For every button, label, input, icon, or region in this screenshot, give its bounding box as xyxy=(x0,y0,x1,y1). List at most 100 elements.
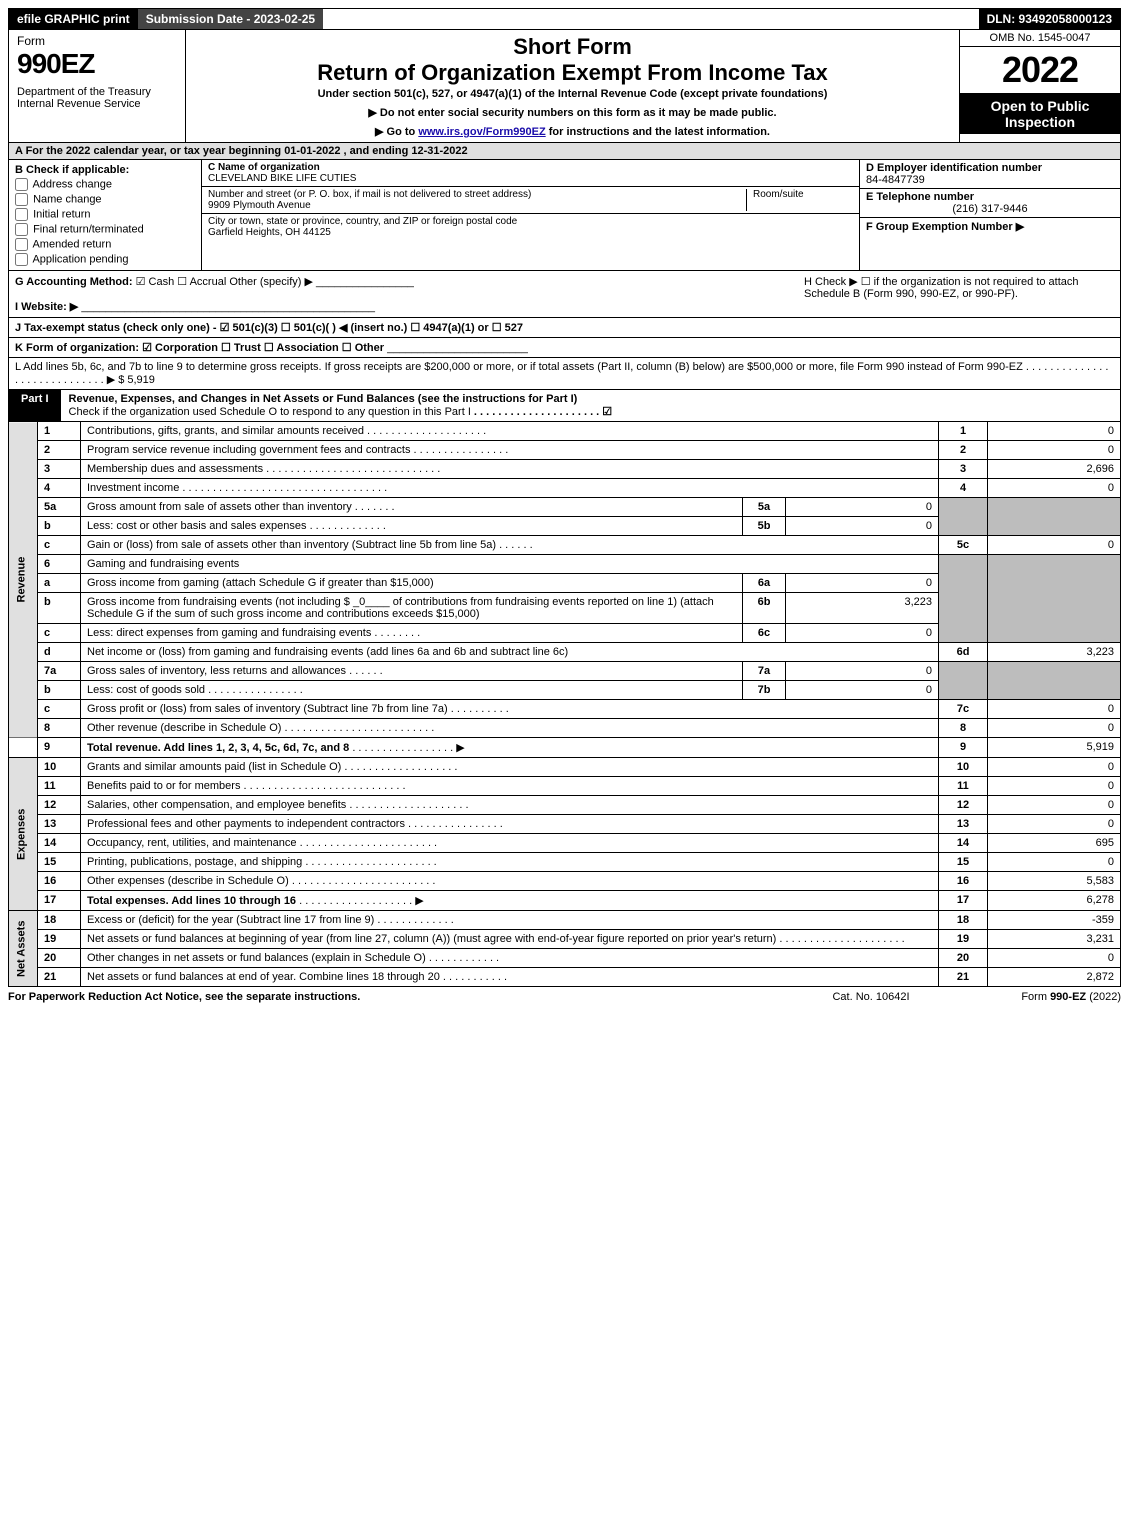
l5c-text: Gain or (loss) from sale of assets other… xyxy=(81,536,939,555)
l20-text: Other changes in net assets or fund bala… xyxy=(81,949,939,968)
l21-val: 2,872 xyxy=(988,968,1121,987)
l20-num: 20 xyxy=(38,949,81,968)
l13-text: Professional fees and other payments to … xyxy=(81,815,939,834)
org-city: Garfield Heights, OH 44125 xyxy=(208,227,853,238)
b-opt-address-change[interactable]: Address change xyxy=(15,178,195,191)
l12-col: 12 xyxy=(939,796,988,815)
b-opt-name-change[interactable]: Name change xyxy=(15,193,195,206)
row-j: J Tax-exempt status (check only one) - ☑… xyxy=(8,318,1121,338)
l6c-text: Less: direct expenses from gaming and fu… xyxy=(81,624,743,643)
l12-text: Salaries, other compensation, and employ… xyxy=(81,796,939,815)
j-text: J Tax-exempt status (check only one) - ☑… xyxy=(15,322,523,334)
l5ab-shade1 xyxy=(939,498,988,536)
l17-val: 6,278 xyxy=(988,891,1121,911)
c-city-row: City or town, state or province, country… xyxy=(202,214,859,240)
footer-right: Form 990-EZ (2022) xyxy=(961,991,1121,1003)
part1-header: Part I Revenue, Expenses, and Changes in… xyxy=(8,390,1121,422)
l5a-il: 5a xyxy=(743,498,786,517)
l18-col: 18 xyxy=(939,911,988,930)
l6d-val: 3,223 xyxy=(988,643,1121,662)
omb-number: OMB No. 1545-0047 xyxy=(960,30,1120,47)
c-name-row: C Name of organization CLEVELAND BIKE LI… xyxy=(202,160,859,187)
form-header: Form 990EZ Department of the Treasury In… xyxy=(8,30,1121,143)
l9-num: 9 xyxy=(38,738,81,758)
part1-title: Revenue, Expenses, and Changes in Net As… xyxy=(61,390,1120,421)
l13-num: 13 xyxy=(38,815,81,834)
part1-label: Part I xyxy=(9,390,61,421)
form-word: Form xyxy=(17,34,177,48)
sidelabel-revenue: Revenue xyxy=(9,422,38,738)
l5a-iv: 0 xyxy=(786,498,939,517)
l8-num: 8 xyxy=(38,719,81,738)
l11-text: Benefits paid to or for members . . . . … xyxy=(81,777,939,796)
submission-date: Submission Date - 2023-02-25 xyxy=(138,9,323,29)
g-accrual[interactable]: ☐ Accrual xyxy=(177,276,226,288)
l21-num: 21 xyxy=(38,968,81,987)
e-value: (216) 317-9446 xyxy=(866,203,1114,215)
dln: DLN: 93492058000123 xyxy=(979,9,1120,29)
irs-link[interactable]: www.irs.gov/Form990EZ xyxy=(418,126,545,138)
l7b-il: 7b xyxy=(743,681,786,700)
l6-num: 6 xyxy=(38,555,81,574)
l17-col: 17 xyxy=(939,891,988,911)
l6-shade2 xyxy=(988,555,1121,643)
b-opt-application-pending[interactable]: Application pending xyxy=(15,253,195,266)
l5c-val: 0 xyxy=(988,536,1121,555)
l7b-text: Less: cost of goods sold . . . . . . . .… xyxy=(81,681,743,700)
l18-num: 18 xyxy=(38,911,81,930)
row-a-tax-year: A For the 2022 calendar year, or tax yea… xyxy=(8,143,1121,160)
g-other[interactable]: Other (specify) ▶ ________________ xyxy=(229,276,414,288)
b-opt-amended-return[interactable]: Amended return xyxy=(15,238,195,251)
l6a-il: 6a xyxy=(743,574,786,593)
l6b-iv: 3,223 xyxy=(786,593,939,624)
header-center: Short Form Return of Organization Exempt… xyxy=(186,30,959,142)
l16-text: Other expenses (describe in Schedule O) … xyxy=(81,872,939,891)
ssn-warning: ▶ Do not enter social security numbers o… xyxy=(194,106,951,119)
l17-num: 17 xyxy=(38,891,81,911)
l15-col: 15 xyxy=(939,853,988,872)
org-street: 9909 Plymouth Avenue xyxy=(208,200,746,211)
block-b-thru-f: B Check if applicable: Address change Na… xyxy=(8,160,1121,271)
l6b-num: b xyxy=(38,593,81,624)
footer-right-pre: Form xyxy=(1021,991,1050,1003)
page-footer: For Paperwork Reduction Act Notice, see … xyxy=(8,987,1121,1003)
l5b-num: b xyxy=(38,517,81,536)
b-opt-4-text: Amended return xyxy=(32,238,111,250)
row-l: L Add lines 5b, 6c, and 7b to line 9 to … xyxy=(8,358,1121,390)
b-opt-initial-return[interactable]: Initial return xyxy=(15,208,195,221)
l12-num: 12 xyxy=(38,796,81,815)
l5b-iv: 0 xyxy=(786,517,939,536)
g-cash[interactable]: ☑ Cash xyxy=(136,276,175,288)
b-opt-final-return[interactable]: Final return/terminated xyxy=(15,223,195,236)
l15-num: 15 xyxy=(38,853,81,872)
l19-text: Net assets or fund balances at beginning… xyxy=(81,930,939,949)
c-addr-row: Number and street (or P. O. box, if mail… xyxy=(202,187,859,214)
l7a-num: 7a xyxy=(38,662,81,681)
l10-val: 0 xyxy=(988,758,1121,777)
l8-col: 8 xyxy=(939,719,988,738)
l13-val: 0 xyxy=(988,815,1121,834)
footer-left: For Paperwork Reduction Act Notice, see … xyxy=(8,991,781,1003)
l6-text: Gaming and fundraising events xyxy=(81,555,939,574)
l19-col: 19 xyxy=(939,930,988,949)
goto-post: for instructions and the latest informat… xyxy=(546,126,770,138)
part1-checked[interactable]: ☑ xyxy=(602,406,612,418)
l19-val: 3,231 xyxy=(988,930,1121,949)
l2-num: 2 xyxy=(38,441,81,460)
l7ab-shade2 xyxy=(988,662,1121,700)
l14-text: Occupancy, rent, utilities, and maintena… xyxy=(81,834,939,853)
l20-col: 20 xyxy=(939,949,988,968)
l3-num: 3 xyxy=(38,460,81,479)
l6c-il: 6c xyxy=(743,624,786,643)
l-arrow: ▶ $ 5,919 xyxy=(107,374,155,386)
topbar: efile GRAPHIC print Submission Date - 20… xyxy=(8,8,1121,30)
efile-label[interactable]: efile GRAPHIC print xyxy=(9,9,138,29)
l16-col: 16 xyxy=(939,872,988,891)
sidelabel-rev-end xyxy=(9,738,38,758)
section-h: H Check ▶ ☐ if the organization is not r… xyxy=(798,275,1114,313)
c-addr-label: Number and street (or P. O. box, if mail… xyxy=(208,189,746,200)
l5a-text: Gross amount from sale of assets other t… xyxy=(81,498,743,517)
inspect-1: Open to Public xyxy=(964,98,1116,114)
return-title: Return of Organization Exempt From Incom… xyxy=(194,60,951,86)
l4-text: Investment income . . . . . . . . . . . … xyxy=(81,479,939,498)
